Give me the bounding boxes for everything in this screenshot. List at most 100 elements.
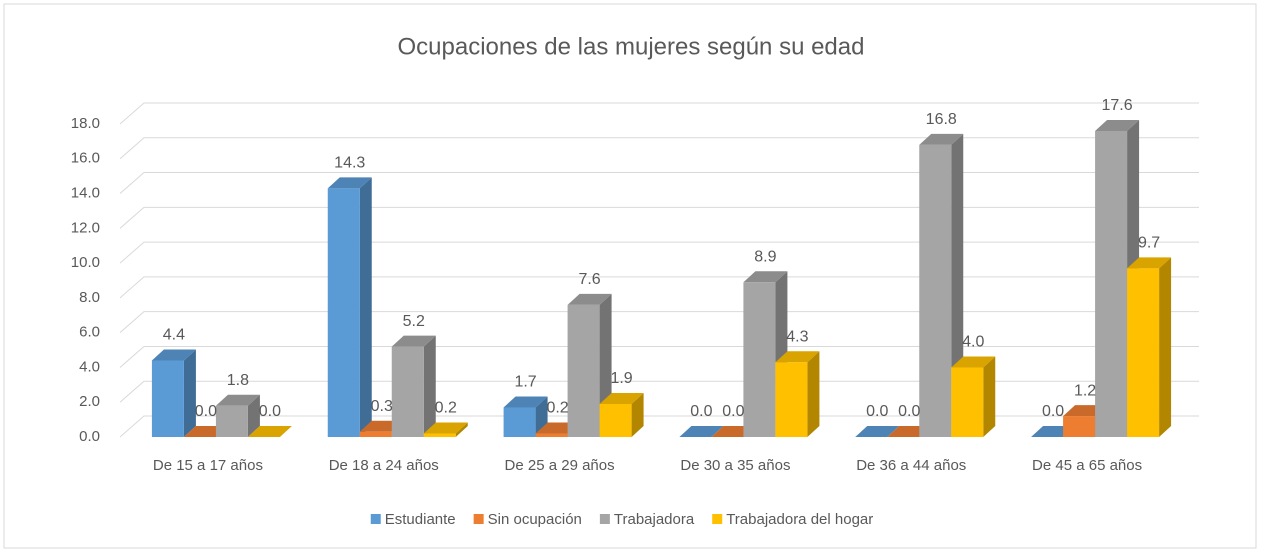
- bar: [951, 367, 984, 437]
- bar-side: [631, 392, 644, 437]
- data-label: 4.0: [962, 334, 984, 351]
- bar-side: [423, 335, 436, 437]
- chart-border: [3, 3, 1257, 549]
- bar-side: [183, 349, 196, 437]
- data-label: 4.3: [786, 328, 808, 345]
- bar: [1095, 130, 1128, 437]
- bar-top: [775, 351, 820, 363]
- bar-top: [599, 392, 644, 404]
- data-label: 0.0: [722, 403, 744, 420]
- data-label: 1.8: [227, 372, 249, 389]
- data-label: 0.0: [898, 403, 920, 420]
- data-label: 8.9: [754, 248, 776, 265]
- bar: [503, 407, 536, 437]
- bar: [743, 282, 776, 437]
- legend-label: Sin ocupación: [488, 511, 582, 528]
- data-label: 14.3: [334, 155, 365, 172]
- bar-top: [1127, 257, 1172, 269]
- data-label: 9.7: [1138, 235, 1160, 252]
- y-tick-label: 8.0: [79, 289, 100, 306]
- data-label: 0.2: [435, 400, 457, 417]
- data-label: 5.2: [403, 313, 425, 330]
- x-tick-label: De 45 a 65 años: [1032, 457, 1142, 474]
- legend-label: Trabajadora del hogar: [726, 511, 873, 528]
- grid-line: [119, 172, 1199, 194]
- bar: [1127, 268, 1160, 437]
- bar-side: [359, 177, 372, 438]
- grid-line: [119, 380, 1199, 403]
- bar-top: [743, 271, 788, 283]
- bar: [391, 346, 424, 437]
- data-label: 16.8: [926, 111, 957, 128]
- data-label: 1.2: [1074, 382, 1096, 399]
- legend-label: Trabajadora: [614, 511, 695, 528]
- chart-title: Ocupaciones de las mujeres según su edad: [398, 33, 865, 60]
- y-tick-label: 0.0: [79, 428, 100, 445]
- bar-side: [455, 422, 468, 437]
- x-tick-label: De 30 a 35 años: [680, 457, 790, 474]
- bar: [599, 403, 632, 437]
- bar: [567, 304, 600, 437]
- data-label: 4.4: [163, 327, 185, 344]
- bar: [423, 433, 456, 437]
- data-label: 7.6: [578, 271, 600, 288]
- legend-label: Estudiante: [385, 511, 456, 528]
- grid-line: [119, 415, 1199, 438]
- legend-swatch: [712, 514, 723, 524]
- bar-top: [919, 133, 964, 145]
- legend-swatch: [370, 514, 381, 524]
- bar: [535, 433, 568, 437]
- data-label: 0.0: [259, 403, 281, 420]
- data-label: 0.2: [546, 400, 568, 417]
- y-tick-label: 12.0: [71, 219, 100, 236]
- bar-top: [423, 422, 468, 434]
- data-label: 1.7: [514, 374, 536, 391]
- bar-top: [855, 426, 900, 437]
- bar: [1063, 416, 1096, 437]
- grid-line: [119, 276, 1199, 299]
- bar: [327, 188, 360, 437]
- y-tick-label: 10.0: [71, 254, 100, 271]
- grid-line: [119, 311, 1199, 334]
- y-tick-label: 4.0: [79, 358, 100, 375]
- x-tick-label: De 15 a 17 años: [153, 457, 263, 474]
- data-label: 1.9: [610, 370, 632, 387]
- grid-line: [119, 241, 1199, 264]
- data-label: 0.0: [1042, 403, 1064, 420]
- bar-top: [327, 177, 372, 189]
- grid-line: [119, 137, 1199, 160]
- bar-top: [679, 426, 724, 437]
- grid-line: [119, 345, 1199, 368]
- y-tick-label: 18.0: [71, 115, 100, 132]
- bar-top: [151, 349, 196, 361]
- bar-top: [247, 426, 292, 437]
- bar-side: [807, 351, 820, 437]
- legend-swatch: [473, 514, 484, 524]
- y-tick-label: 6.0: [79, 324, 100, 341]
- bar-side: [983, 356, 996, 437]
- bar-side: [247, 394, 260, 437]
- data-label: 0.0: [866, 403, 888, 420]
- data-label: 0.0: [195, 403, 217, 420]
- bar: [919, 144, 952, 437]
- bar-top: [503, 396, 548, 408]
- y-tick-label: 14.0: [71, 185, 100, 202]
- x-tick-label: De 25 a 29 años: [505, 457, 615, 474]
- x-tick-label: De 36 a 44 años: [856, 457, 966, 474]
- bar: [359, 431, 392, 437]
- legend-swatch: [599, 514, 610, 524]
- bar: [151, 360, 184, 437]
- data-label: 0.0: [690, 403, 712, 420]
- bar-top: [391, 335, 436, 347]
- y-tick-label: 16.0: [71, 150, 100, 167]
- y-tick-label: 2.0: [79, 393, 100, 410]
- data-label: 0.3: [371, 398, 393, 415]
- bar: [775, 362, 808, 437]
- data-label: 17.6: [1102, 97, 1133, 114]
- bar-side: [1159, 257, 1172, 437]
- grid-line: [119, 102, 1199, 125]
- bar-top: [215, 394, 260, 406]
- bar-top: [567, 293, 612, 305]
- bar: [215, 405, 248, 437]
